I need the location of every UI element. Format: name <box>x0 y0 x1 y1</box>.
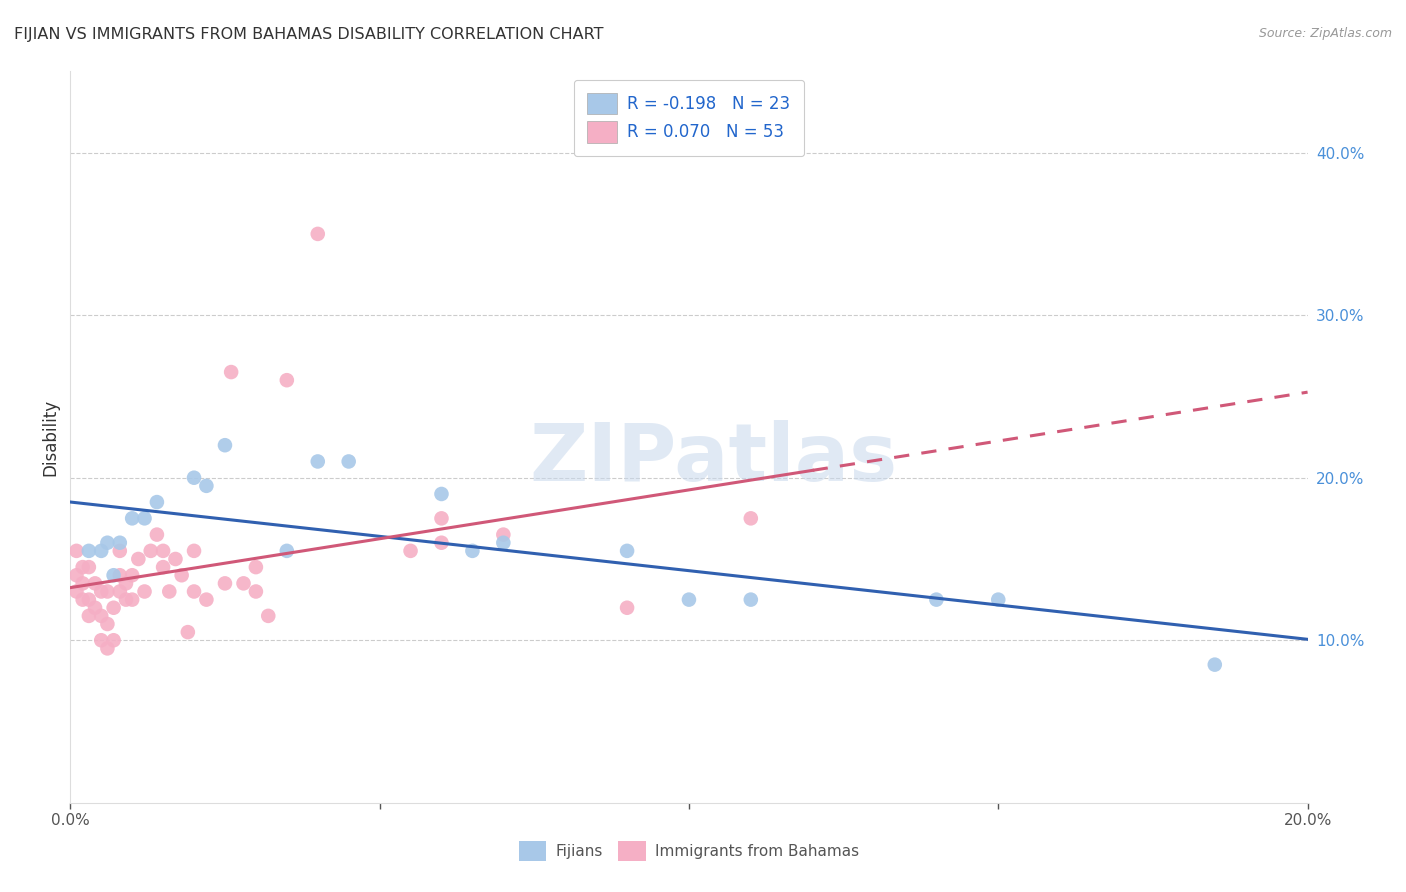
Point <box>152 544 174 558</box>
Point <box>96 641 118 656</box>
Point <box>245 560 267 574</box>
Point <box>146 527 169 541</box>
Point <box>740 592 762 607</box>
Point <box>121 592 143 607</box>
Point <box>72 592 94 607</box>
Point <box>139 544 162 558</box>
Text: Source: ZipAtlas.com: Source: ZipAtlas.com <box>1258 27 1392 40</box>
Point <box>108 584 131 599</box>
Point <box>430 535 453 549</box>
Point <box>77 560 100 574</box>
Point <box>678 592 700 607</box>
Point <box>84 600 107 615</box>
Point <box>127 552 149 566</box>
Point <box>307 227 329 241</box>
Point <box>740 511 762 525</box>
Point <box>152 560 174 574</box>
Point <box>430 511 453 525</box>
Point <box>616 544 638 558</box>
Text: FIJIAN VS IMMIGRANTS FROM BAHAMAS DISABILITY CORRELATION CHART: FIJIAN VS IMMIGRANTS FROM BAHAMAS DISABI… <box>14 27 603 42</box>
Point <box>90 608 112 623</box>
Point <box>90 544 112 558</box>
Point <box>177 625 200 640</box>
Point <box>183 471 205 485</box>
Point <box>257 608 280 623</box>
Point <box>276 373 298 387</box>
Point <box>108 535 131 549</box>
Point <box>84 576 107 591</box>
Point <box>214 438 236 452</box>
Point <box>134 584 156 599</box>
Point <box>108 568 131 582</box>
Point <box>399 544 422 558</box>
Point <box>96 535 118 549</box>
Point <box>616 600 638 615</box>
Point <box>90 633 112 648</box>
Point <box>115 592 138 607</box>
Point <box>121 511 143 525</box>
Point <box>157 584 180 599</box>
Point <box>245 584 267 599</box>
Point <box>72 576 94 591</box>
Point <box>219 365 242 379</box>
Point <box>195 592 218 607</box>
Point <box>430 487 453 501</box>
Point <box>1204 657 1226 672</box>
Point <box>115 576 138 591</box>
Legend: Fijians, Immigrants from Bahamas: Fijians, Immigrants from Bahamas <box>512 833 866 868</box>
Point <box>195 479 218 493</box>
Point <box>108 544 131 558</box>
Text: ZIPatlas: ZIPatlas <box>530 420 898 498</box>
Point <box>96 617 118 632</box>
Point <box>461 544 484 558</box>
Y-axis label: Disability: Disability <box>41 399 59 475</box>
Point <box>65 568 87 582</box>
Point <box>214 576 236 591</box>
Point <box>232 576 254 591</box>
Point <box>337 454 360 468</box>
Point <box>72 560 94 574</box>
Point <box>146 495 169 509</box>
Point <box>103 633 125 648</box>
Point <box>77 544 100 558</box>
Point <box>925 592 948 607</box>
Point <box>183 584 205 599</box>
Point <box>90 584 112 599</box>
Point <box>65 584 87 599</box>
Point <box>165 552 187 566</box>
Point <box>96 584 118 599</box>
Point <box>987 592 1010 607</box>
Point <box>492 535 515 549</box>
Point <box>77 608 100 623</box>
Point <box>307 454 329 468</box>
Point <box>134 511 156 525</box>
Point <box>183 544 205 558</box>
Point <box>276 544 298 558</box>
Point <box>103 568 125 582</box>
Point <box>121 568 143 582</box>
Point <box>77 592 100 607</box>
Point <box>103 600 125 615</box>
Point <box>65 544 87 558</box>
Point <box>170 568 193 582</box>
Point <box>492 527 515 541</box>
